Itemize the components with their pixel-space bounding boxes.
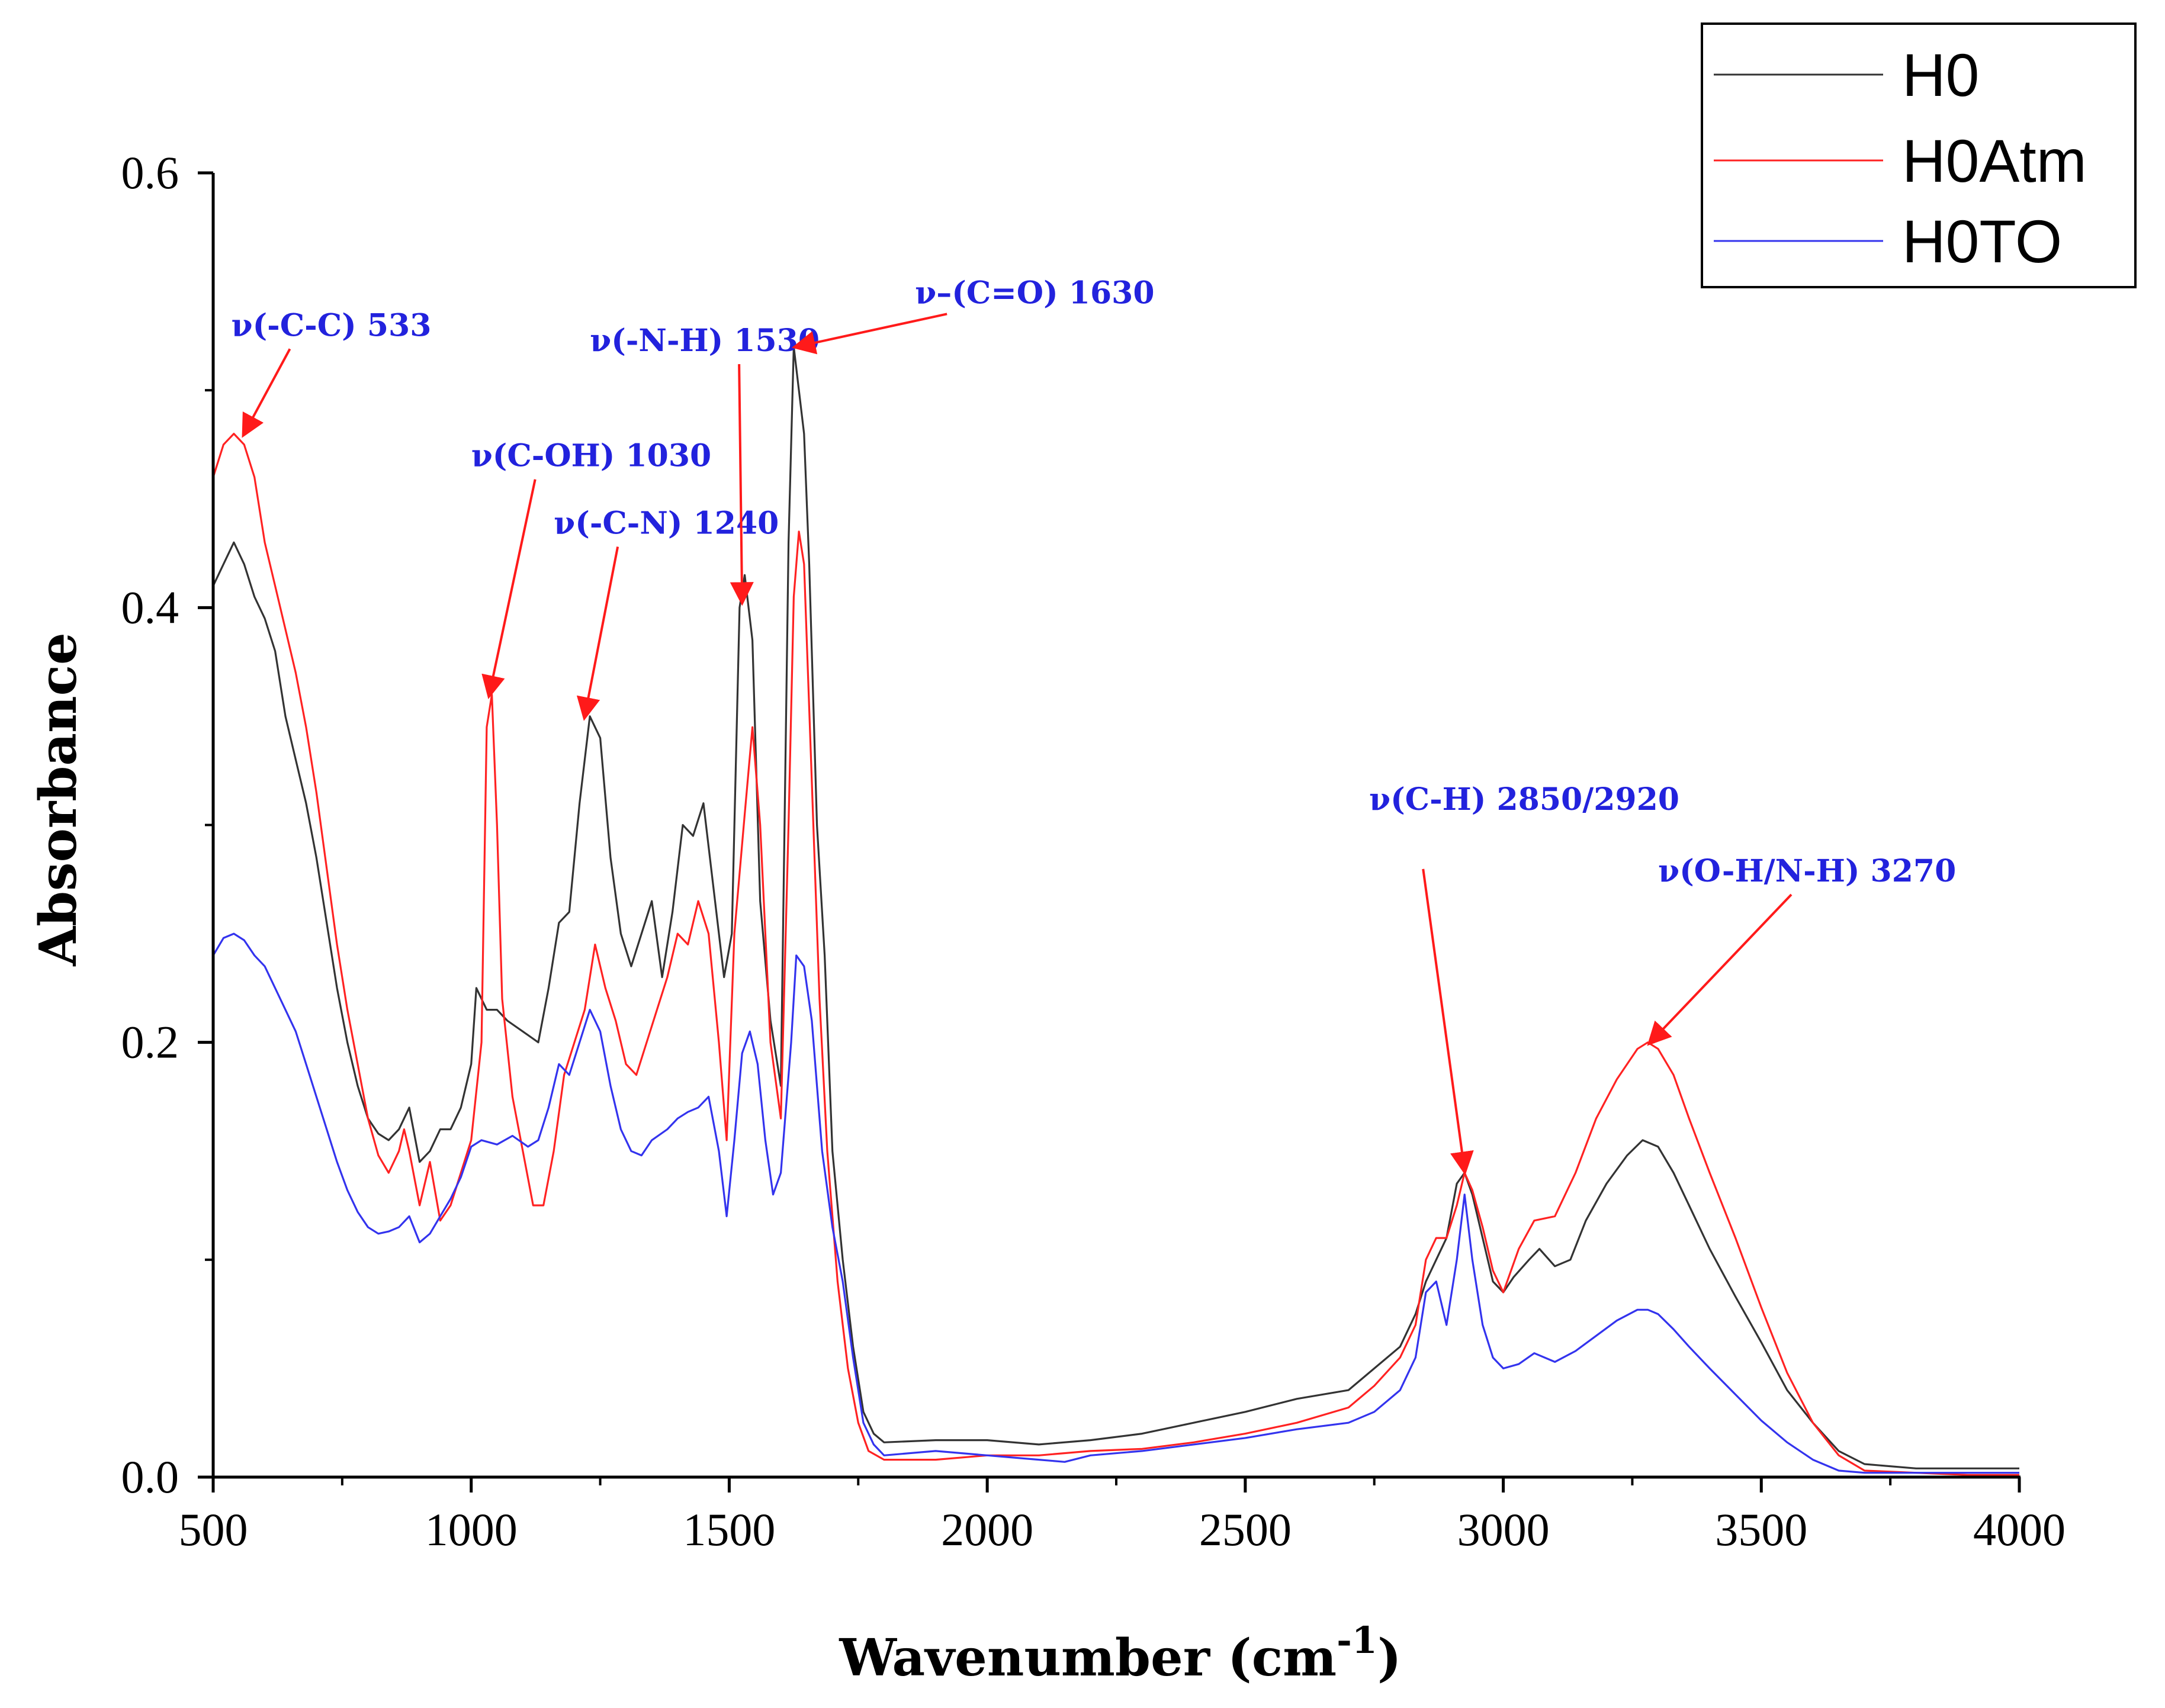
axes xyxy=(211,173,2021,1479)
x-tick-label: 3500 xyxy=(1715,1504,1807,1555)
x-tick-label: 1000 xyxy=(425,1504,518,1555)
y-tick-label: 0.0 xyxy=(121,1451,179,1503)
x-tick-label: 1500 xyxy=(683,1504,775,1555)
y-tick-label: 0.4 xyxy=(121,581,179,633)
x-tick-label: 4000 xyxy=(1973,1504,2066,1555)
series-line-h0atm xyxy=(212,433,2019,1476)
annotation-arrow xyxy=(1647,893,1793,1046)
x-tick-label: 3000 xyxy=(1457,1504,1550,1555)
x-axis-title-close: ) xyxy=(1377,1628,1402,1688)
x-axis-title-main: Wavenumber (cm xyxy=(839,1628,1337,1688)
annotation-label: ν(C-H) 2850/2920 xyxy=(1369,781,1679,818)
y-axis-title: Absorbance xyxy=(28,632,88,966)
x-tick-label: 500 xyxy=(179,1504,248,1555)
x-axis-title: Wavenumber (cm-1) xyxy=(839,1619,1401,1688)
annotation-label: ν–(C=O) 1630 xyxy=(915,275,1154,311)
x-tick-label: 2500 xyxy=(1199,1504,1292,1555)
annotation-arrow xyxy=(576,546,619,721)
legend-label-h0atm: H0Atm xyxy=(1902,127,2087,195)
legend-box xyxy=(1701,22,2137,288)
annotation-arrow xyxy=(242,348,291,438)
legend-label-h0: H0 xyxy=(1902,41,1979,109)
annotation-arrow xyxy=(1422,869,1474,1176)
series-line-h0to xyxy=(212,932,2019,1474)
series-layer xyxy=(212,346,2019,1476)
x-tick-label: 2000 xyxy=(941,1504,1033,1555)
annotation-label: ν(O-H/N-H) 3270 xyxy=(1658,853,1956,889)
annotations: ν(-C-C) 533 ν(C-OH) 1030 ν(-C-N) 1240 ν(-N-… xyxy=(232,275,1956,1176)
annotation-label: ν(-C-N) 1240 xyxy=(554,505,779,541)
y-tick-label: 0.2 xyxy=(121,1017,179,1068)
annotation-label: ν(-N-H) 1530 xyxy=(590,323,820,359)
ticks: 500 1000 1500 2000 2500 3000 3500 4000 0.0 0.2 0.4… xyxy=(121,147,2066,1555)
y-tick-label: 0.6 xyxy=(121,147,179,198)
annotation-arrow xyxy=(481,479,537,700)
annotation-label: ν(-C-C) 533 xyxy=(232,307,432,343)
annotation-arrow xyxy=(791,313,947,355)
annotation-label: ν(C-OH) 1030 xyxy=(471,438,712,474)
annotation-arrow xyxy=(730,364,754,606)
x-axis-title-superscript: -1 xyxy=(1337,1619,1377,1662)
legend: H0 H0Atm H0TO xyxy=(1701,22,2137,288)
legend-label-h0to: H0TO xyxy=(1902,208,2062,275)
